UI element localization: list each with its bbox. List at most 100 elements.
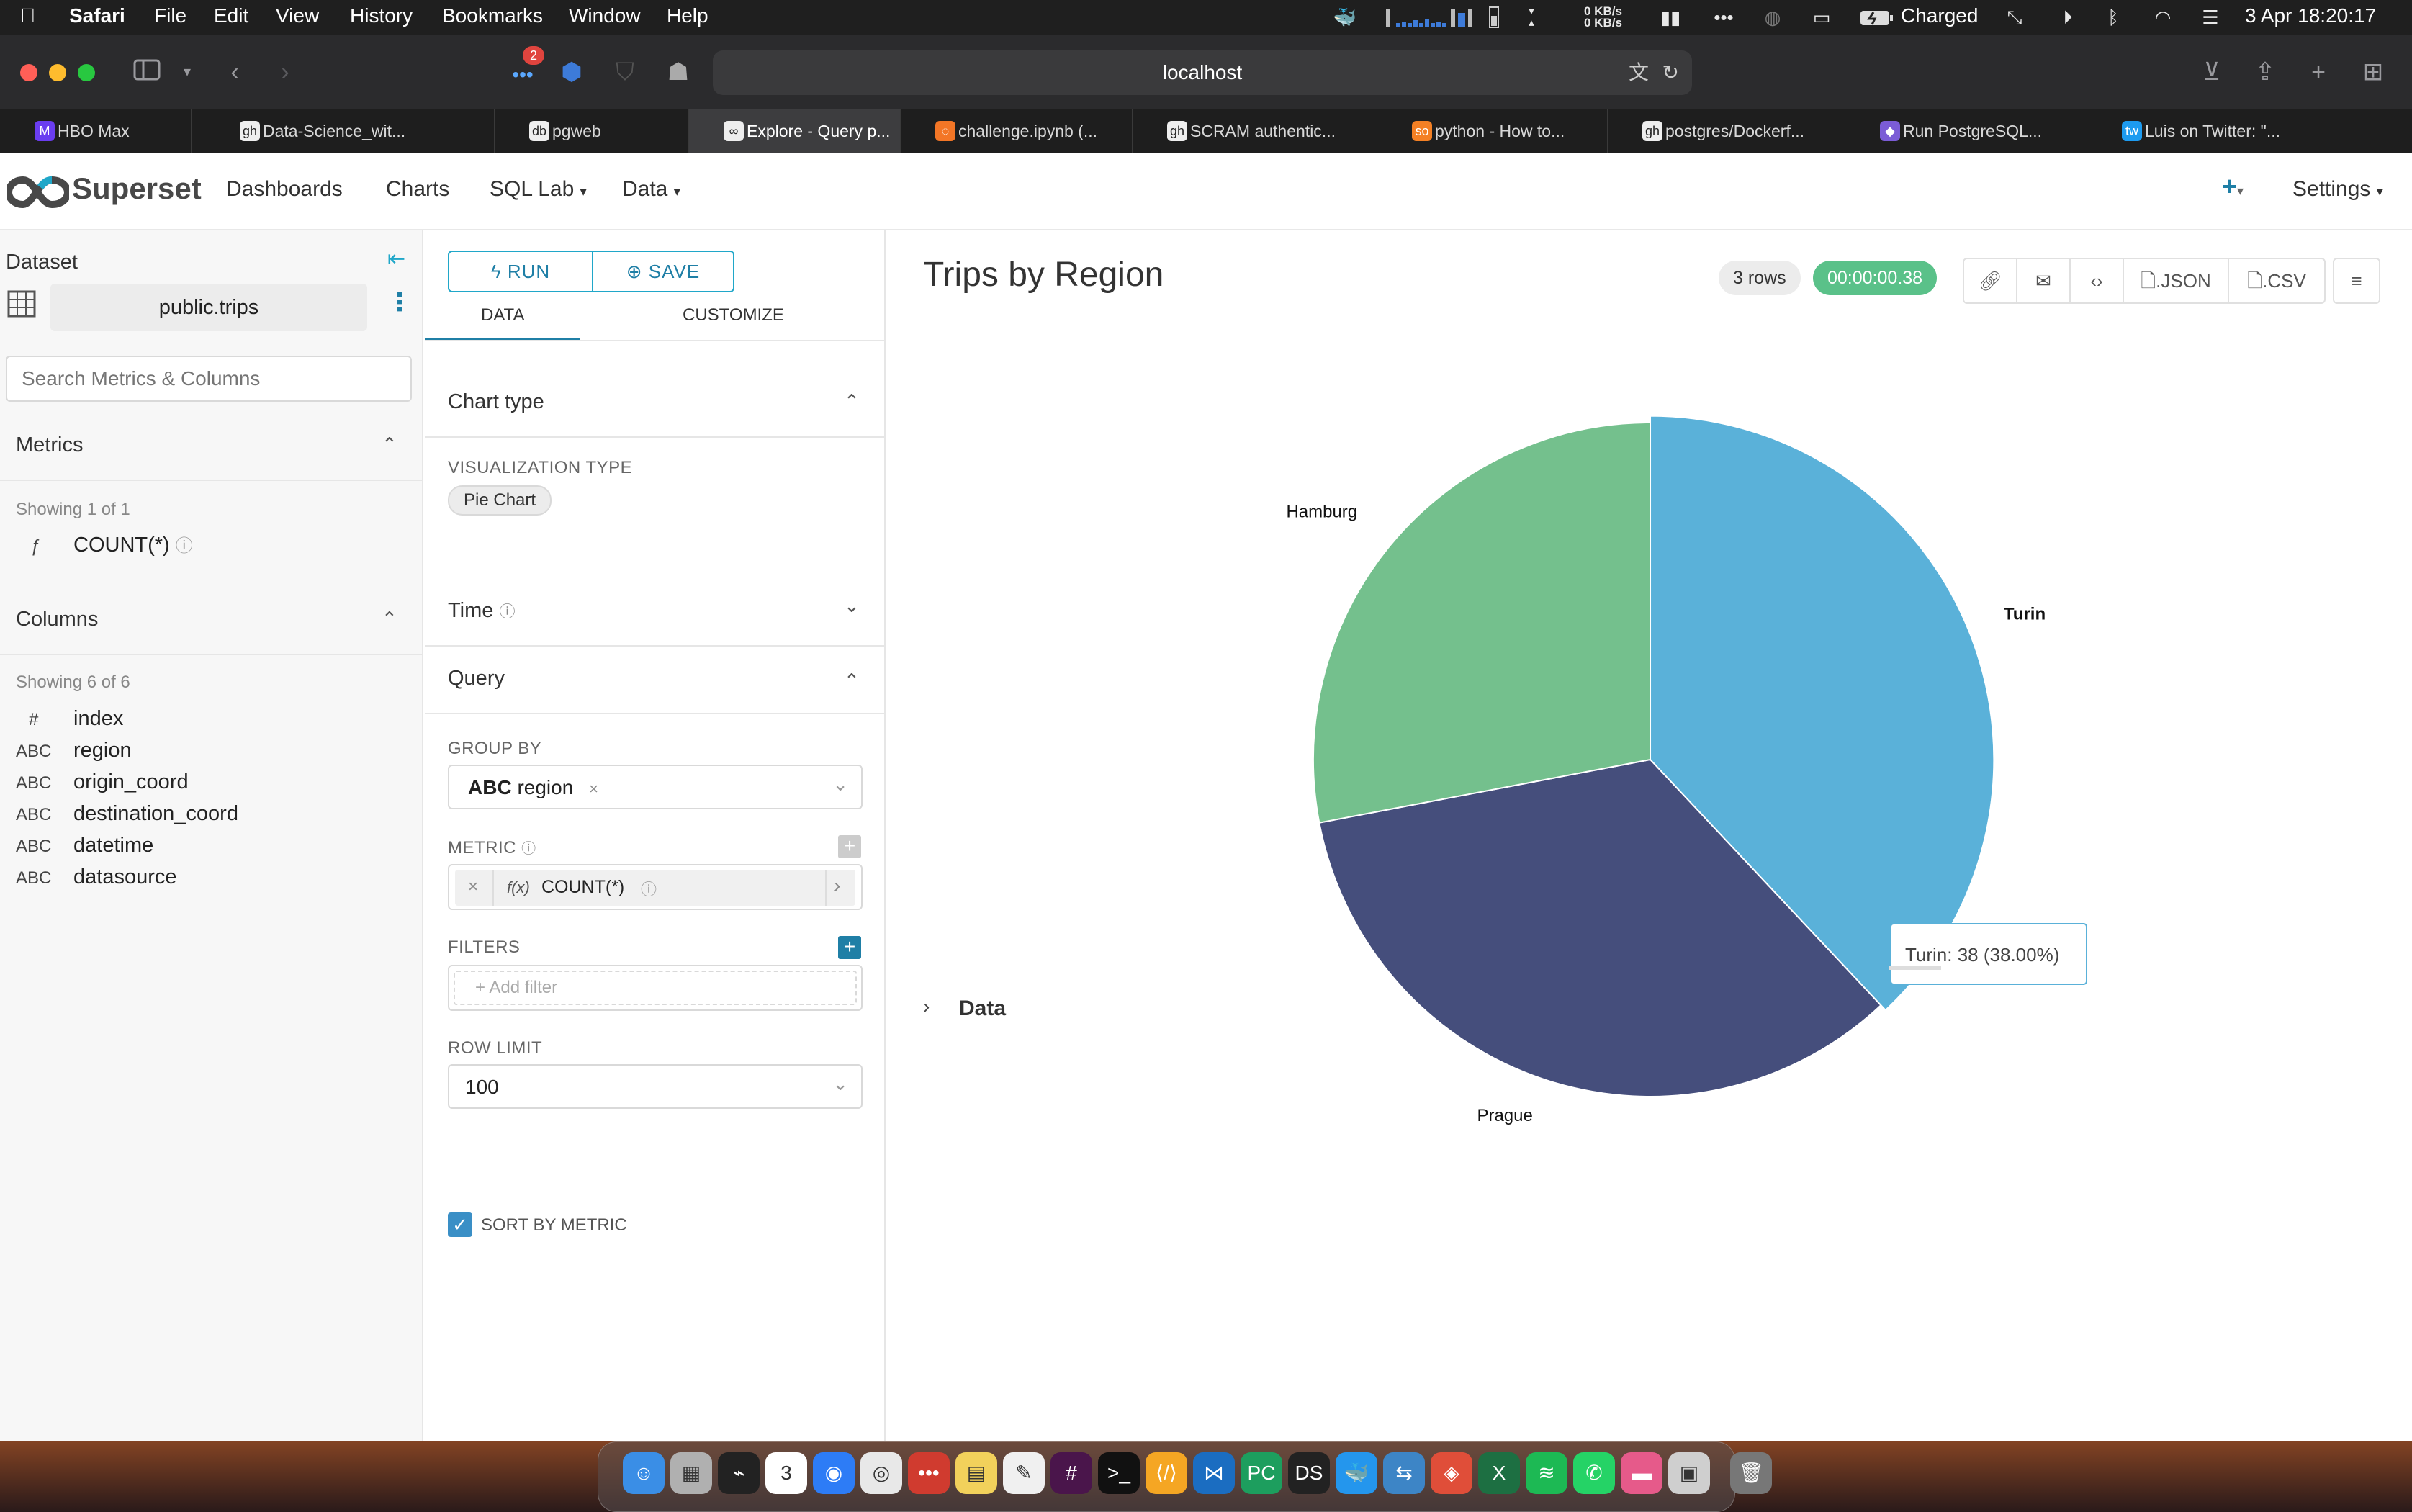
browser-tab[interactable]: ◆ Run PostgreSQL...: [1845, 109, 2087, 153]
extension-shield-icon[interactable]: ⬢: [561, 58, 582, 86]
menu-window[interactable]: Window: [569, 4, 641, 27]
chevron-down-icon[interactable]: ⌄: [832, 1073, 848, 1094]
chart-type-section[interactable]: Chart type: [448, 390, 544, 413]
zoom-window-button[interactable]: [78, 64, 95, 81]
dock-preview-icon[interactable]: ▣: [1668, 1452, 1710, 1494]
cpu-graph-icon[interactable]: [1386, 6, 1478, 29]
column-item[interactable]: ABC region: [16, 739, 132, 768]
browser-tab[interactable]: gh SCRAM authentic...: [1133, 109, 1377, 153]
copy-link-icon[interactable]: 🔗︎: [1963, 258, 2017, 304]
reload-icon[interactable]: ↻: [1662, 61, 1679, 84]
metric-select[interactable]: × f(x) COUNT(*) ⓘ ›: [448, 864, 863, 910]
menu-history[interactable]: History: [350, 4, 413, 27]
data-section-toggle[interactable]: Data: [959, 996, 1007, 1020]
menubar-clock[interactable]: 3 Apr 18:20:17: [2245, 4, 2377, 27]
info-icon[interactable]: ⓘ: [499, 603, 516, 621]
dock-whatsapp-icon[interactable]: ✆: [1573, 1452, 1615, 1494]
add-metric-plus-icon[interactable]: +: [838, 835, 861, 858]
more-icon[interactable]: •••: [1714, 6, 1734, 28]
menu-help[interactable]: Help: [667, 4, 708, 27]
columns-section-title[interactable]: Columns: [16, 608, 99, 631]
add-filter-button[interactable]: + Add filter: [454, 971, 857, 1005]
chevron-up-icon[interactable]: ⌃: [844, 670, 860, 691]
dock-spotify-icon[interactable]: ≋: [1526, 1452, 1567, 1494]
dock-excel-icon[interactable]: X: [1478, 1452, 1520, 1494]
remove-metric-icon[interactable]: ×: [468, 877, 479, 896]
control-center-icon[interactable]: ☰: [2202, 6, 2219, 28]
embed-code-icon[interactable]: ‹›: [2069, 258, 2124, 304]
menu-bookmarks[interactable]: Bookmarks: [442, 4, 544, 27]
browser-tab[interactable]: gh postgres/Dockerf...: [1608, 109, 1845, 153]
browser-tab[interactable]: M HBO Max: [0, 109, 192, 153]
address-bar[interactable]: localhost 文 ↻: [713, 50, 1692, 95]
chevron-right-icon[interactable]: ›: [834, 874, 841, 896]
forward-icon[interactable]: ›: [281, 58, 289, 86]
collapse-panel-icon[interactable]: ⇤: [387, 247, 406, 271]
group-by-tag[interactable]: ABC region ×: [468, 776, 598, 799]
metric-item[interactable]: ƒ COUNT(*) ⓘ: [16, 531, 193, 560]
tab-overview-icon[interactable]: ⊞: [2362, 58, 2384, 86]
group-by-select[interactable]: ABC region × ⌄: [448, 765, 863, 809]
share-icon[interactable]: ⇪: [2254, 58, 2276, 86]
search-metrics-columns-input[interactable]: [6, 356, 412, 402]
window-icon[interactable]: ▮▮: [1660, 6, 1681, 28]
tab-data[interactable]: DATA: [481, 305, 525, 325]
menu-edit[interactable]: Edit: [214, 4, 249, 27]
query-section[interactable]: Query: [448, 667, 505, 690]
dock-finder-icon[interactable]: ☺: [623, 1452, 665, 1494]
metrics-section-title[interactable]: Metrics: [16, 433, 84, 456]
email-icon[interactable]: ✉︎: [2016, 258, 2071, 304]
chevron-up-icon[interactable]: ⌃: [382, 608, 397, 629]
dock-dataspell-icon[interactable]: DS: [1288, 1452, 1330, 1494]
battery-icon[interactable]: [1858, 6, 1896, 29]
back-icon[interactable]: ‹: [230, 58, 239, 86]
row-limit-select[interactable]: 100 ⌄: [448, 1064, 863, 1109]
notes-icon[interactable]: ▭: [1812, 6, 1831, 28]
pie-slice-hamburg[interactable]: [1313, 421, 1651, 824]
ghost-extension-icon[interactable]: ☗: [667, 58, 690, 86]
dock-git-icon[interactable]: ◈: [1431, 1452, 1472, 1494]
apple-icon[interactable]: : [20, 4, 35, 27]
dock-mela-icon[interactable]: •••: [908, 1452, 950, 1494]
dock-calendar-icon[interactable]: 3: [765, 1452, 807, 1494]
chevron-up-icon[interactable]: ⌃: [382, 433, 397, 455]
dock-chrome-icon[interactable]: ◎: [860, 1452, 902, 1494]
nav-charts[interactable]: Charts: [386, 177, 450, 201]
new-plus-icon[interactable]: +▾: [2222, 171, 2244, 201]
export-json-button[interactable]: 🗋︎.JSON: [2123, 258, 2229, 304]
menu-file[interactable]: File: [154, 4, 187, 27]
menu-view[interactable]: View: [276, 4, 320, 27]
dataset-name[interactable]: public.trips: [50, 284, 367, 331]
tab-customize[interactable]: CUSTOMIZE: [683, 305, 784, 325]
menu-app-name[interactable]: Safari: [69, 4, 125, 27]
superset-logo-icon[interactable]: [4, 174, 72, 214]
viz-type-tag[interactable]: Pie Chart: [448, 485, 552, 516]
pie-slice-turin[interactable]: [1649, 415, 1995, 1012]
column-item[interactable]: ABC datasource: [16, 865, 177, 894]
chevron-down-icon[interactable]: ⌄: [844, 595, 860, 616]
new-tab-icon[interactable]: +: [2311, 58, 2326, 86]
dock-activity-monitor-icon[interactable]: ⌁: [718, 1452, 760, 1494]
chart-title[interactable]: Trips by Region: [923, 256, 1164, 294]
info-icon[interactable]: ⓘ: [521, 841, 536, 857]
tab-group-chevron-icon[interactable]: ▾: [183, 64, 192, 80]
dataset-more-icon[interactable]: ⋮: [387, 289, 412, 316]
dock-pycharm-icon[interactable]: PC: [1241, 1452, 1282, 1494]
help-icon[interactable]: ⓘ: [641, 881, 657, 899]
dock-safari-icon[interactable]: ◉: [813, 1452, 855, 1494]
nav-dashboards[interactable]: Dashboards: [226, 177, 343, 201]
pie-chart[interactable]: Turin Prague Hamburg Turin: 38 (38.00%): [887, 346, 2412, 1382]
superset-brand[interactable]: Superset: [72, 171, 202, 205]
dock-docker-icon[interactable]: 🐳: [1336, 1452, 1377, 1494]
dock-notes-icon[interactable]: ▤: [955, 1452, 997, 1494]
shrink-icon[interactable]: ⤡: [2007, 6, 2022, 28]
resize-handle[interactable]: [1889, 966, 1941, 970]
export-csv-button[interactable]: 🗋︎.CSV: [2228, 258, 2326, 304]
docker-icon[interactable]: 🐳: [1333, 6, 1357, 28]
save-button[interactable]: ⊕ SAVE: [592, 251, 734, 292]
dock-sublime-icon[interactable]: ⟨/⟩: [1146, 1452, 1187, 1494]
more-menu-icon[interactable]: ≡: [2333, 258, 2380, 304]
play-icon[interactable]: ⏵: [2063, 6, 2073, 28]
help-icon[interactable]: ⓘ: [175, 536, 193, 556]
translate-icon[interactable]: 文: [1628, 61, 1649, 84]
